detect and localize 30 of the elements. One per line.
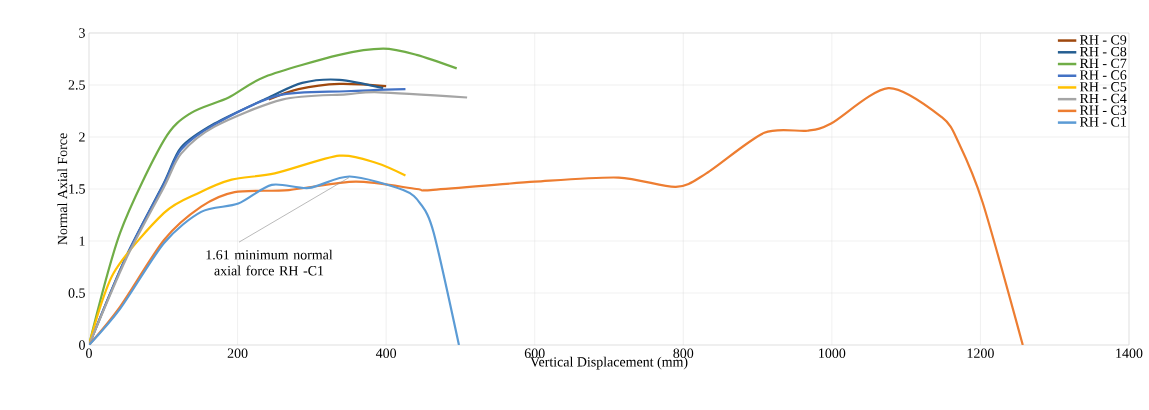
legend-label: RH - C4	[1079, 93, 1127, 104]
x-tick-label: 400	[375, 348, 397, 358]
x-tick-label: 1200	[967, 348, 994, 358]
y-axis-title: Normal Axial Force	[57, 133, 68, 245]
y-tick-label: 0	[79, 340, 85, 350]
y-tick-label: 1	[79, 236, 85, 246]
legend-label: RH - C7	[1079, 58, 1127, 69]
x-tick-label: 1000	[819, 348, 846, 358]
x-tick-label: 200	[227, 348, 248, 358]
line-series	[89, 175, 461, 345]
x-tick-label: 800	[673, 348, 694, 358]
x-axis-title: Vertical Displacement (mm)	[530, 356, 688, 370]
x-tick-label: 1400	[1116, 348, 1143, 358]
line-series	[267, 82, 388, 101]
legend-label: RH - C5	[1079, 82, 1127, 92]
legend-label: RH - C1	[1079, 117, 1126, 127]
line-series	[89, 91, 469, 345]
legend-label: RH - C9	[1079, 35, 1127, 45]
x-tick-label: 0	[86, 348, 92, 358]
y-tick-label: 3	[79, 28, 85, 38]
y-tick-label: 2	[79, 132, 85, 142]
legend-label: RH - C6	[1079, 70, 1127, 80]
annotation: 1.61 minimum normal axial force RH -C1	[206, 249, 333, 276]
legend-label: RH - C3	[1079, 105, 1127, 115]
y-tick-label: 1.5	[69, 184, 85, 194]
y-tick-label: 0.5	[68, 288, 85, 298]
legend-label: RH - C8	[1079, 46, 1127, 57]
y-tick-label: 2.5	[68, 80, 85, 90]
x-tick-label: 600	[524, 348, 545, 358]
line-series	[89, 87, 1024, 345]
